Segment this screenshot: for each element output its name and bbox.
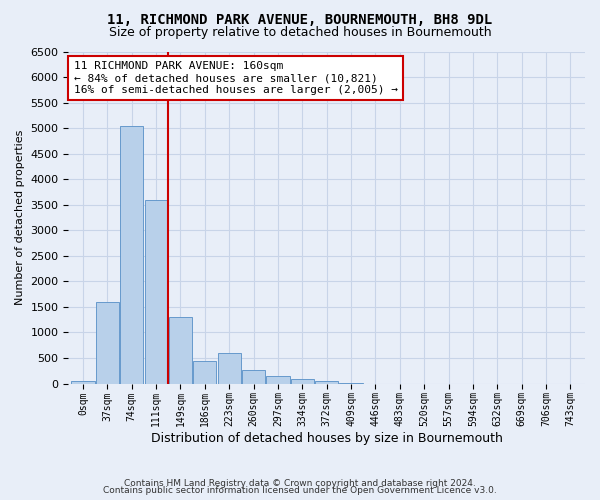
Text: 11 RICHMOND PARK AVENUE: 160sqm
← 84% of detached houses are smaller (10,821)
16: 11 RICHMOND PARK AVENUE: 160sqm ← 84% of…	[74, 62, 398, 94]
Bar	[96, 302, 119, 384]
Bar	[291, 379, 314, 384]
Bar	[193, 361, 217, 384]
Bar	[315, 381, 338, 384]
Y-axis label: Number of detached properties: Number of detached properties	[15, 130, 25, 305]
Text: Contains public sector information licensed under the Open Government Licence v3: Contains public sector information licen…	[103, 486, 497, 495]
X-axis label: Distribution of detached houses by size in Bournemouth: Distribution of detached houses by size …	[151, 432, 503, 445]
Bar	[71, 381, 95, 384]
Bar	[169, 317, 192, 384]
Text: Size of property relative to detached houses in Bournemouth: Size of property relative to detached ho…	[109, 26, 491, 39]
Text: Contains HM Land Registry data © Crown copyright and database right 2024.: Contains HM Land Registry data © Crown c…	[124, 478, 476, 488]
Bar	[145, 200, 168, 384]
Bar	[266, 376, 290, 384]
Bar	[218, 353, 241, 384]
Bar	[120, 126, 143, 384]
Bar	[340, 382, 362, 384]
Bar	[242, 370, 265, 384]
Text: 11, RICHMOND PARK AVENUE, BOURNEMOUTH, BH8 9DL: 11, RICHMOND PARK AVENUE, BOURNEMOUTH, B…	[107, 12, 493, 26]
